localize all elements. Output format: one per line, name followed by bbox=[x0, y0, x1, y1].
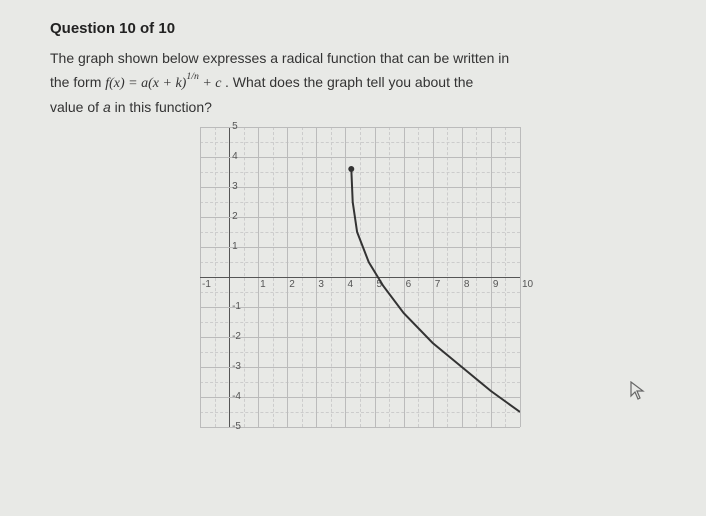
question-header: Question 10 of 10 bbox=[50, 20, 670, 37]
cursor-icon bbox=[630, 381, 646, 406]
text-line3: value of a in this function? bbox=[50, 99, 212, 115]
formula: f(x) = a(x + k)1/n + c bbox=[105, 76, 225, 91]
formula-main: f(x) = a(x + k) bbox=[105, 76, 186, 91]
question-body: The graph shown below expresses a radica… bbox=[50, 47, 670, 119]
curve bbox=[200, 127, 520, 427]
formula-exponent: 1/n bbox=[186, 71, 199, 82]
graph: -112345678910-5-4-3-2-112345 bbox=[200, 127, 520, 427]
x-tick: 10 bbox=[522, 279, 533, 290]
formula-plusc: + c bbox=[199, 76, 222, 91]
text-line2b: . What does the graph tell you about the bbox=[225, 74, 473, 90]
text-line2a: the form bbox=[50, 74, 105, 90]
question-page: Question 10 of 10 The graph shown below … bbox=[50, 20, 670, 427]
text-line1: The graph shown below expresses a radica… bbox=[50, 50, 509, 66]
